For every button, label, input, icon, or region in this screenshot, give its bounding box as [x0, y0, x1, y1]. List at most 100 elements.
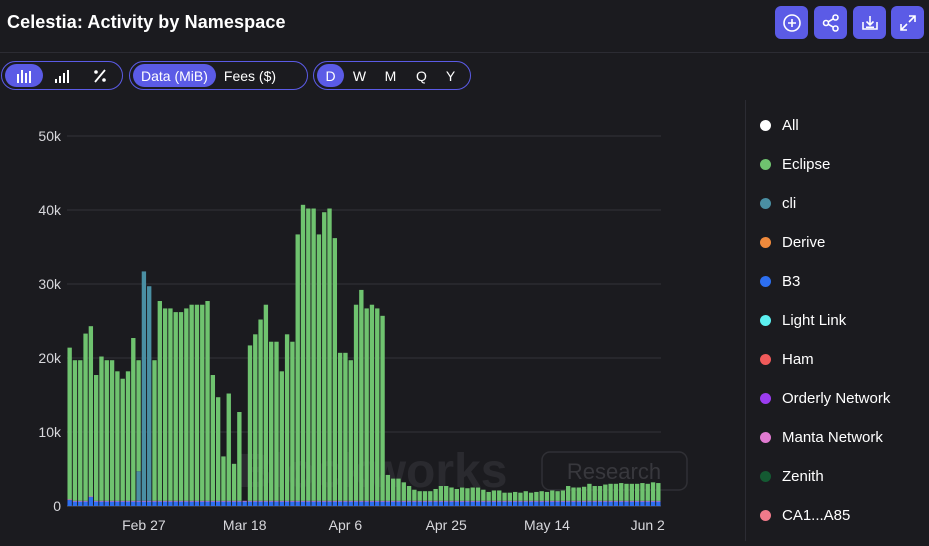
bar-segment[interactable]: [316, 500, 322, 502]
bar-segment[interactable]: [592, 486, 597, 501]
bar-segment[interactable]: [359, 289, 364, 501]
bar-segment[interactable]: [184, 501, 189, 506]
bar-segment[interactable]: [157, 301, 162, 501]
bar-segment[interactable]: [566, 501, 571, 506]
bar-segment[interactable]: [656, 483, 661, 501]
bar-segment[interactable]: [629, 500, 635, 502]
bar-segment[interactable]: [125, 501, 131, 506]
bar-segment[interactable]: [560, 490, 566, 501]
bar-segment[interactable]: [343, 352, 348, 501]
bar-segment[interactable]: [348, 500, 353, 502]
bar-segment[interactable]: [428, 491, 433, 501]
bar-segment[interactable]: [571, 500, 576, 502]
bar-segment[interactable]: [258, 500, 263, 502]
bar-segment[interactable]: [120, 501, 125, 506]
bar-segment[interactable]: [459, 500, 465, 502]
bar-segment[interactable]: [412, 500, 417, 502]
bar-segment[interactable]: [269, 500, 274, 502]
bar-segment[interactable]: [449, 487, 454, 501]
bar-segment[interactable]: [608, 501, 613, 506]
bar-segment[interactable]: [221, 501, 226, 506]
bar-segment[interactable]: [279, 500, 284, 502]
bar-segment[interactable]: [316, 501, 322, 506]
bar-segment[interactable]: [327, 208, 332, 501]
bar-segment[interactable]: [481, 500, 486, 502]
bar-segment[interactable]: [359, 500, 364, 502]
bar-segment[interactable]: [544, 501, 550, 506]
bar-segment[interactable]: [444, 500, 449, 502]
bar-segment[interactable]: [221, 500, 226, 502]
bar-segment[interactable]: [634, 500, 640, 502]
bar-segment[interactable]: [173, 500, 178, 502]
bar-segment[interactable]: [406, 501, 412, 506]
bar-segment[interactable]: [120, 378, 125, 501]
legend-item[interactable]: B3: [760, 268, 800, 294]
bar-segment[interactable]: [571, 487, 576, 501]
bar-segment[interactable]: [306, 501, 311, 506]
bar-segment[interactable]: [337, 501, 343, 506]
bar-segment[interactable]: [290, 341, 295, 501]
bar-segment[interactable]: [523, 491, 528, 501]
bar-segment[interactable]: [507, 501, 513, 506]
bar-segment[interactable]: [475, 500, 481, 502]
bar-segment[interactable]: [284, 334, 290, 501]
bar-segment[interactable]: [459, 487, 465, 501]
legend-item[interactable]: All: [760, 112, 799, 138]
bar-segment[interactable]: [401, 500, 406, 502]
bar-segment[interactable]: [353, 501, 359, 506]
bar-segment[interactable]: [608, 500, 613, 502]
bar-segment[interactable]: [454, 500, 459, 502]
bar-segment[interactable]: [300, 500, 306, 502]
bar-segment[interactable]: [189, 304, 194, 501]
legend-item[interactable]: cli: [760, 190, 796, 216]
bar-segment[interactable]: [475, 501, 481, 506]
bar-segment[interactable]: [576, 500, 581, 502]
bar-segment[interactable]: [168, 501, 173, 506]
bar-segment[interactable]: [502, 500, 507, 502]
bar-segment[interactable]: [391, 501, 396, 506]
bar-segment[interactable]: [497, 500, 502, 502]
bar-segment[interactable]: [327, 501, 332, 506]
bar-segment[interactable]: [157, 501, 162, 506]
bar-segment[interactable]: [406, 500, 412, 502]
bar-segment[interactable]: [369, 304, 375, 501]
bar-segment[interactable]: [94, 375, 99, 501]
bar-segment[interactable]: [279, 371, 284, 501]
bar-segment[interactable]: [592, 501, 597, 506]
bar-segment[interactable]: [539, 491, 544, 501]
bar-segment[interactable]: [555, 500, 560, 502]
bar-segment[interactable]: [518, 501, 523, 506]
bar-segment[interactable]: [454, 501, 459, 506]
bar-segment[interactable]: [136, 500, 141, 502]
bar-segment[interactable]: [353, 304, 359, 501]
metric-fees-button[interactable]: Fees ($): [223, 67, 277, 84]
bar-segment[interactable]: [656, 501, 661, 506]
bar-segment[interactable]: [83, 500, 88, 502]
bar-segment[interactable]: [242, 501, 247, 506]
bar-segment[interactable]: [125, 500, 131, 502]
bar-segment[interactable]: [640, 483, 645, 501]
bar-segment[interactable]: [337, 500, 343, 502]
bar-segment[interactable]: [581, 500, 587, 502]
bar-segment[interactable]: [486, 500, 491, 502]
stacked-bar-toggle[interactable]: [5, 64, 43, 87]
bar-segment[interactable]: [247, 345, 253, 501]
bar-segment[interactable]: [104, 500, 109, 502]
bar-segment[interactable]: [162, 500, 168, 502]
bar-segment[interactable]: [396, 478, 401, 501]
bar-segment[interactable]: [470, 487, 475, 501]
bar-toggle[interactable]: [43, 64, 81, 87]
legend-item[interactable]: Zenith: [760, 463, 824, 489]
bar-segment[interactable]: [226, 500, 231, 502]
bar-segment[interactable]: [550, 500, 555, 502]
bar-segment[interactable]: [444, 486, 449, 501]
bar-segment[interactable]: [72, 500, 78, 502]
bar-segment[interactable]: [481, 489, 486, 501]
bar-segment[interactable]: [544, 500, 550, 502]
bar-segment[interactable]: [650, 482, 656, 501]
bar-segment[interactable]: [322, 501, 327, 506]
bar-segment[interactable]: [507, 492, 513, 501]
bar-segment[interactable]: [539, 500, 544, 502]
bar-segment[interactable]: [619, 483, 624, 501]
bar-segment[interactable]: [613, 500, 619, 502]
